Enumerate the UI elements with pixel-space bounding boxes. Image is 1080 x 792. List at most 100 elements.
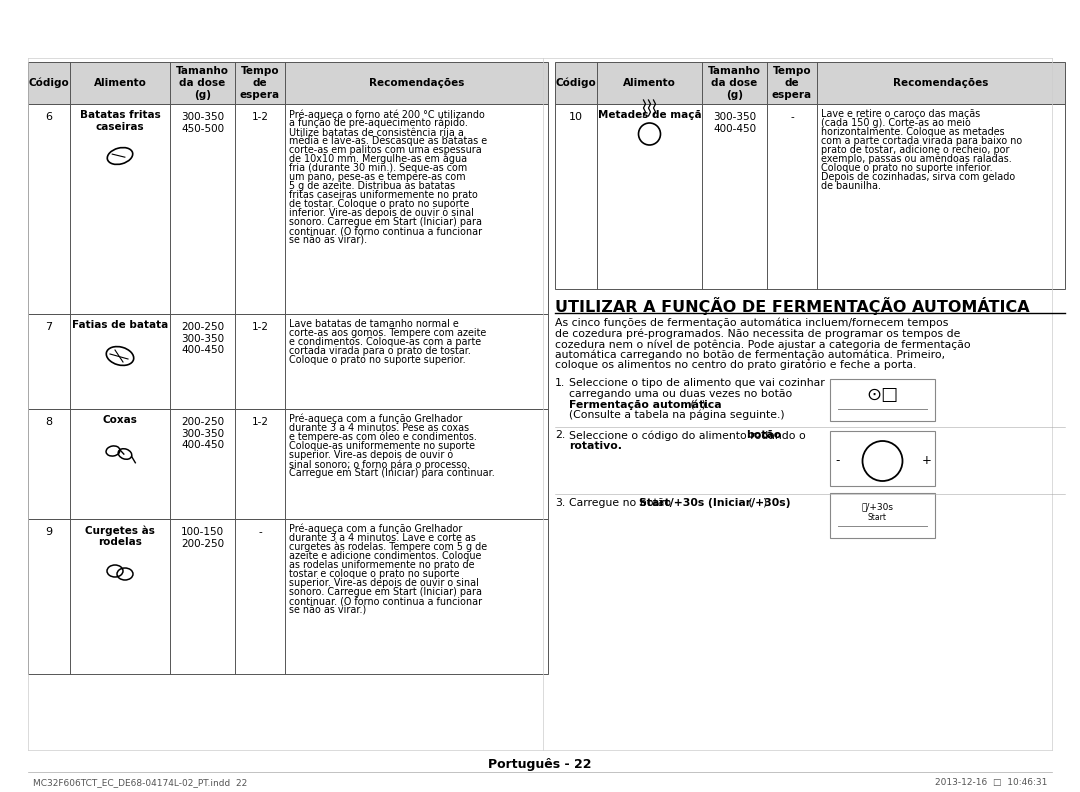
Text: Start: Start [868, 513, 887, 523]
Text: Tamanho
da dose
(g): Tamanho da dose (g) [176, 67, 229, 100]
Text: As cinco funções de fermentação automática incluem/fornecem tempos: As cinco funções de fermentação automáti… [555, 318, 948, 329]
Text: azeite e adicione condimentos. Coloque: azeite e adicione condimentos. Coloque [289, 551, 482, 561]
Text: Tempo
de
espera: Tempo de espera [772, 67, 812, 100]
Text: 300-350
400-450: 300-350 400-450 [713, 112, 756, 134]
Text: Metades de maçã: Metades de maçã [597, 110, 701, 120]
Text: de tostar. Coloque o prato no suporte: de tostar. Coloque o prato no suporte [289, 199, 469, 209]
Text: Coloque o prato no suporte superior.: Coloque o prato no suporte superior. [289, 355, 465, 365]
Text: automática carregando no botão de fermentação automática. Primeiro,: automática carregando no botão de fermen… [555, 349, 945, 360]
Text: Recomendações: Recomendações [893, 78, 988, 88]
Text: botão: botão [746, 431, 781, 440]
Text: fritas caseiras uniformemente no prato: fritas caseiras uniformemente no prato [289, 190, 477, 200]
Text: +: + [922, 455, 932, 467]
Text: Lave e retire o caroço das maçãs: Lave e retire o caroço das maçãs [821, 109, 981, 119]
Text: 9: 9 [45, 527, 53, 537]
Text: Coloque o prato no suporte inferior.: Coloque o prato no suporte inferior. [821, 163, 993, 173]
Text: Português - 22: Português - 22 [488, 758, 592, 771]
Text: sonoro. Carregue em Start (Iniciar) para: sonoro. Carregue em Start (Iniciar) para [289, 217, 482, 227]
Text: coloque os alimentos no centro do prato giratório e feche a porta.: coloque os alimentos no centro do prato … [555, 360, 916, 371]
Text: cortada virada para o prato de tostar.: cortada virada para o prato de tostar. [289, 346, 471, 356]
Text: sinal sonoro; o forno pára o processo.: sinal sonoro; o forno pára o processo. [289, 459, 470, 470]
Text: Tempo
de
espera: Tempo de espera [240, 67, 280, 100]
Text: 8: 8 [45, 417, 53, 427]
Text: corte-as aos gomos. Tempere com azeite: corte-as aos gomos. Tempere com azeite [289, 328, 486, 338]
Text: 1-2: 1-2 [252, 322, 269, 332]
Text: cozedura nem o nível de potência. Pode ajustar a categoria de fermentação: cozedura nem o nível de potência. Pode a… [555, 339, 971, 349]
Text: 2.: 2. [555, 431, 565, 440]
Text: as rodelas uniformemente no prato de: as rodelas uniformemente no prato de [289, 560, 474, 570]
Text: com a parte cortada virada para baixo no: com a parte cortada virada para baixo no [821, 136, 1023, 146]
Bar [831, 431, 935, 485]
Text: Pré-aqueça com a função Grelhador: Pré-aqueça com a função Grelhador [289, 414, 462, 425]
Text: a função de pré-aquecimento rápido.: a função de pré-aquecimento rápido. [289, 118, 468, 128]
Text: 3.: 3. [555, 497, 565, 508]
Text: Pré-aqueça o forno até 200 °C utilizando: Pré-aqueça o forno até 200 °C utilizando [289, 109, 485, 120]
Text: Seleccione o tipo de alimento que vai cozinhar: Seleccione o tipo de alimento que vai co… [569, 379, 825, 389]
Text: Código: Código [29, 78, 69, 88]
Text: 10: 10 [569, 112, 583, 122]
Text: 200-250
300-350
400-450: 200-250 300-350 400-450 [181, 322, 224, 355]
Text: Carregue no botão: Carregue no botão [569, 497, 675, 508]
Text: MC32F606TCT_EC_DE68-04174L-02_PT.indd  22: MC32F606TCT_EC_DE68-04174L-02_PT.indd 22 [33, 778, 247, 787]
Text: (Consulte a tabela na página seguinte.): (Consulte a tabela na página seguinte.) [569, 410, 785, 421]
Text: rotativo.: rotativo. [569, 441, 622, 451]
Text: -: - [791, 112, 794, 122]
Bar [28, 62, 548, 104]
Text: um pano, pese-as e tempere-as com: um pano, pese-as e tempere-as com [289, 172, 465, 182]
Text: continuar. (O forno continua a funcionar: continuar. (O forno continua a funcionar [289, 596, 482, 606]
Bar [555, 104, 1065, 289]
Text: fria (durante 30 min.). Seque-as com: fria (durante 30 min.). Seque-as com [289, 163, 468, 173]
Text: carregando uma ou duas vezes no botão: carregando uma ou duas vezes no botão [569, 389, 793, 399]
Text: durante 3 a 4 minutos. Pese as coxas: durante 3 a 4 minutos. Pese as coxas [289, 423, 469, 433]
Text: 5 g de azeite. Distribua as batatas: 5 g de azeite. Distribua as batatas [289, 181, 455, 191]
Text: continuar. (O forno continua a funcionar: continuar. (O forno continua a funcionar [289, 226, 482, 236]
Text: e tempere-as com óleo e condimentos.: e tempere-as com óleo e condimentos. [289, 432, 477, 443]
Text: horizontalmente. Coloque as metades: horizontalmente. Coloque as metades [821, 127, 1004, 137]
Text: Coxas: Coxas [103, 415, 137, 425]
Text: Curgetes às
rodelas: Curgetes às rodelas [85, 525, 154, 547]
Bar [28, 314, 548, 409]
Text: Batatas fritas
caseiras: Batatas fritas caseiras [80, 110, 160, 131]
Text: 2013-12-16  □  10:46:31: 2013-12-16 □ 10:46:31 [934, 778, 1047, 787]
Text: de baunilha.: de baunilha. [821, 181, 881, 191]
Text: ⏻/+30s: ⏻/+30s [862, 502, 893, 512]
Text: 100-150
200-250: 100-150 200-250 [181, 527, 224, 549]
Text: Coloque-as uniformemente no suporte: Coloque-as uniformemente no suporte [289, 441, 475, 451]
Text: prato de tostar, adicione o recheio, por: prato de tostar, adicione o recheio, por [821, 145, 1010, 155]
Text: Alimento: Alimento [623, 78, 676, 88]
Bar [831, 379, 935, 421]
Text: (  ).: ( ). [687, 399, 710, 409]
Text: (cada 150 g). Corte-as ao meio: (cada 150 g). Corte-as ao meio [821, 118, 971, 128]
Text: Alimento: Alimento [94, 78, 147, 88]
Bar [831, 493, 935, 538]
Text: 300-350
450-500: 300-350 450-500 [181, 112, 224, 134]
Text: Carregue em Start (Iniciar) para continuar.: Carregue em Start (Iniciar) para continu… [289, 468, 495, 478]
Text: 6: 6 [45, 112, 53, 122]
Bar [555, 62, 1065, 104]
Text: durante 3 a 4 minutos. Lave e corte as: durante 3 a 4 minutos. Lave e corte as [289, 533, 476, 543]
Text: Pré-aqueça com a função Grelhador: Pré-aqueça com a função Grelhador [289, 524, 462, 535]
Text: e condimentos. Coloque-as com a parte: e condimentos. Coloque-as com a parte [289, 337, 481, 347]
Text: Lave batatas de tamanho normal e: Lave batatas de tamanho normal e [289, 319, 459, 329]
Text: exemplo, passas ou amêndoas raladas.: exemplo, passas ou amêndoas raladas. [821, 154, 1012, 165]
Text: média e lave-as. Descasque as batatas e: média e lave-as. Descasque as batatas e [289, 136, 487, 147]
Bar [28, 409, 548, 519]
Text: inferior. Vire-as depois de ouvir o sinal: inferior. Vire-as depois de ouvir o sina… [289, 208, 474, 218]
Text: Tamanho
da dose
(g): Tamanho da dose (g) [708, 67, 761, 100]
Text: corte-as em palitos com uma espessura: corte-as em palitos com uma espessura [289, 145, 482, 155]
Text: tostar e coloque o prato no suporte: tostar e coloque o prato no suporte [289, 569, 459, 579]
Text: superior. Vire-as depois de ouvir o: superior. Vire-as depois de ouvir o [289, 450, 454, 460]
Text: 1-2: 1-2 [252, 112, 269, 122]
Text: UTILIZAR A FUNÇÃO DE FERMENTAÇÃO AUTOMÁTICA: UTILIZAR A FUNÇÃO DE FERMENTAÇÃO AUTOMÁT… [555, 297, 1029, 315]
Text: -: - [836, 455, 840, 467]
Text: Seleccione o código do alimento rodando o: Seleccione o código do alimento rodando … [569, 431, 809, 441]
Text: Utilize batatas de consistência rija a: Utilize batatas de consistência rija a [289, 127, 464, 138]
Text: Fatias de batata: Fatias de batata [72, 320, 168, 330]
Text: de cozedura pré-programados. Não necessita de programar os tempos de: de cozedura pré-programados. Não necessi… [555, 329, 960, 339]
Text: Recomendações: Recomendações [368, 78, 464, 88]
Text: superior. Vire-as depois de ouvir o sinal: superior. Vire-as depois de ouvir o sina… [289, 578, 478, 588]
Text: curgetes às rodelas. Tempere com 5 g de: curgetes às rodelas. Tempere com 5 g de [289, 542, 487, 553]
Text: sonoro. Carregue em Start (Iniciar) para: sonoro. Carregue em Start (Iniciar) para [289, 587, 482, 597]
Text: 1-2: 1-2 [252, 417, 269, 427]
Text: se não as virar).: se não as virar). [289, 235, 367, 245]
